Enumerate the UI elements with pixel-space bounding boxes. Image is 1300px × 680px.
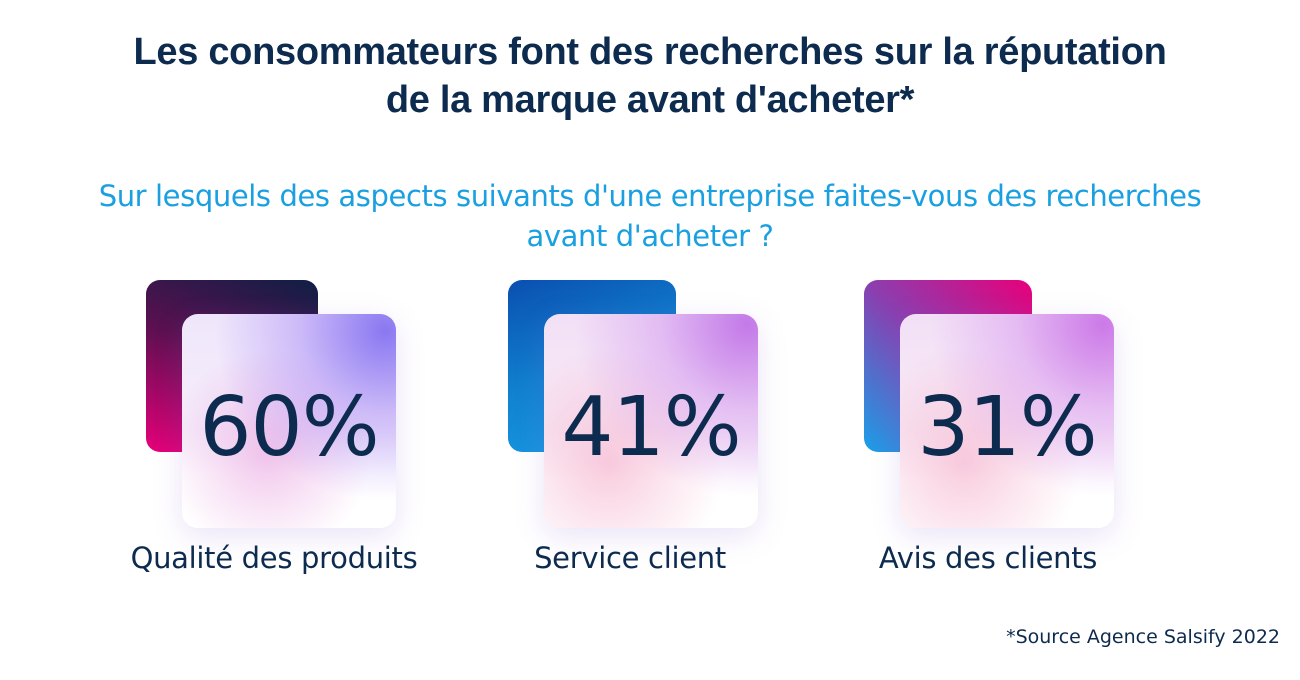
title-line-1: Les consommateurs font des recherches su… [133, 31, 1167, 73]
stat-label-product-quality: Qualité des produits [130, 541, 418, 575]
title-line-2: de la marque avant d'acheter* [385, 79, 915, 121]
card-front-square: 60% [182, 314, 396, 528]
stat-label-customer-reviews: Avis des clients [878, 541, 1098, 575]
question-line-1: Sur lesquels des aspects suivants d'une … [98, 179, 1202, 213]
stat-card-customer-reviews: 31% [864, 280, 1184, 600]
card-front-square: 31% [900, 314, 1114, 528]
stat-value: 41% [561, 380, 741, 475]
survey-question: Sur lesquels des aspects suivants d'une … [0, 176, 1300, 256]
page-title: Les consommateurs font des recherches su… [0, 28, 1300, 124]
card-front-square: 41% [544, 314, 758, 528]
stat-value: 60% [199, 380, 379, 475]
stat-card-product-quality: 60% [146, 280, 466, 600]
stat-card-customer-service: 41% [508, 280, 828, 600]
stat-value: 31% [917, 380, 1097, 475]
question-line-2: avant d'acheter ? [526, 219, 774, 253]
source-note: *Source Agence Salsify 2022 [1006, 626, 1280, 648]
stat-label-customer-service: Service client [534, 541, 726, 575]
